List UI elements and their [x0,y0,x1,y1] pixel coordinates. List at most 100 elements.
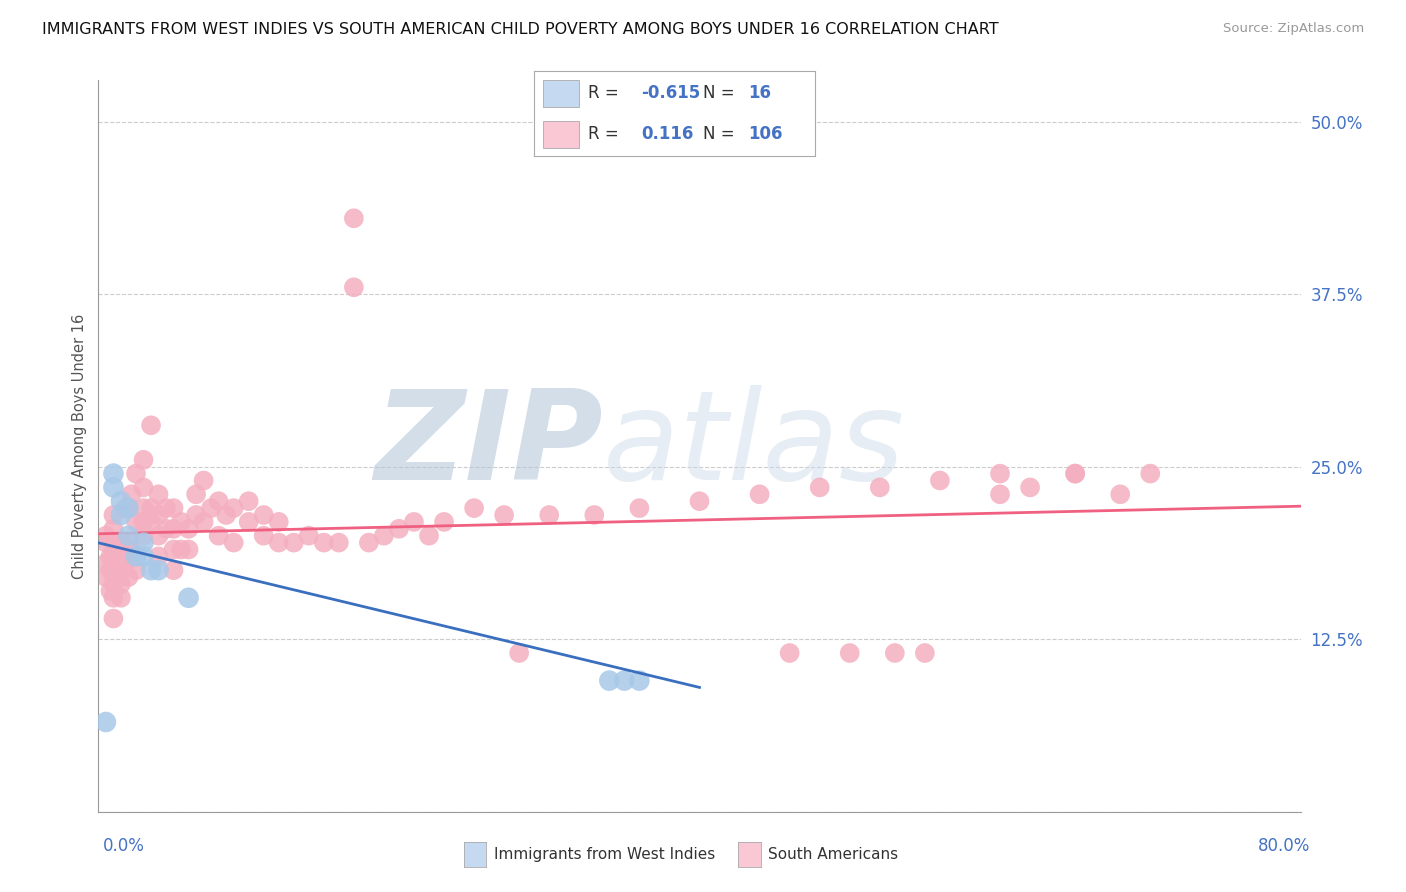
Point [162,501,184,516]
Point [148,508,170,522]
Point [222,501,245,516]
Point [402,515,425,529]
Point [238,515,260,529]
Text: R =: R = [588,85,624,103]
Point [103,577,125,591]
Point [184,508,207,522]
Text: 80.0%: 80.0% [1258,837,1310,855]
Point [929,474,952,488]
Point [494,508,516,522]
Point [162,542,184,557]
Point [343,280,366,294]
Text: 0.0%: 0.0% [103,837,145,855]
Point [688,494,710,508]
Text: IMMIGRANTS FROM WEST INDIES VS SOUTH AMERICAN CHILD POVERTY AMONG BOYS UNDER 16 : IMMIGRANTS FROM WEST INDIES VS SOUTH AME… [42,22,998,37]
Point [208,494,231,508]
Point [373,529,395,543]
Point [193,515,215,529]
Point [110,563,132,577]
Point [125,549,148,564]
Point [110,549,132,564]
Point [200,501,222,516]
Point [132,452,155,467]
Point [132,529,155,543]
Point [139,501,162,516]
Point [808,480,831,494]
Point [222,535,245,549]
Point [162,522,184,536]
Point [132,501,155,516]
Bar [543,120,579,147]
Point [121,487,143,501]
Point [267,515,290,529]
Point [1109,487,1132,501]
Text: South Americans: South Americans [768,847,898,862]
Point [628,501,651,516]
Text: Immigrants from West Indies: Immigrants from West Indies [494,847,714,862]
Point [117,570,139,584]
Text: ZIP: ZIP [374,385,603,507]
Point [1064,467,1087,481]
Point [177,542,200,557]
Point [613,673,636,688]
Point [184,487,207,501]
Point [155,522,177,536]
Point [148,563,170,577]
Point [103,522,125,536]
Point [139,563,162,577]
Text: -0.615: -0.615 [641,85,700,103]
Point [170,515,193,529]
Point [117,549,139,564]
Point [238,494,260,508]
Point [583,508,606,522]
Point [125,515,148,529]
Text: N =: N = [703,125,740,143]
Point [132,549,155,564]
Point [433,515,456,529]
Point [328,535,350,549]
Point [103,611,125,625]
Point [162,563,184,577]
Point [125,563,148,577]
Point [110,494,132,508]
Point [103,535,125,549]
Point [253,529,276,543]
Point [357,535,380,549]
Text: R =: R = [588,125,624,143]
Point [94,714,117,729]
Point [253,508,276,522]
Point [883,646,905,660]
Point [105,557,128,571]
Point [117,535,139,549]
Point [100,549,122,564]
Point [114,557,136,571]
Point [103,508,125,522]
Point [139,515,162,529]
Text: 0.116: 0.116 [641,125,693,143]
Point [103,563,125,577]
Point [838,646,860,660]
Point [148,529,170,543]
Y-axis label: Child Poverty Among Boys Under 16: Child Poverty Among Boys Under 16 [72,313,87,579]
Point [125,467,148,481]
Point [139,418,162,433]
Text: 16: 16 [748,85,770,103]
Point [110,535,132,549]
Point [418,529,440,543]
Point [463,501,485,516]
Point [988,487,1011,501]
Point [914,646,936,660]
Point [110,591,132,605]
Point [117,501,139,516]
Point [132,535,155,549]
Point [148,549,170,564]
Point [628,673,651,688]
Point [177,522,200,536]
Point [94,529,117,543]
Point [110,508,132,522]
Point [1139,467,1161,481]
Point [779,646,801,660]
Point [117,501,139,516]
Point [988,467,1011,481]
Point [267,535,290,549]
